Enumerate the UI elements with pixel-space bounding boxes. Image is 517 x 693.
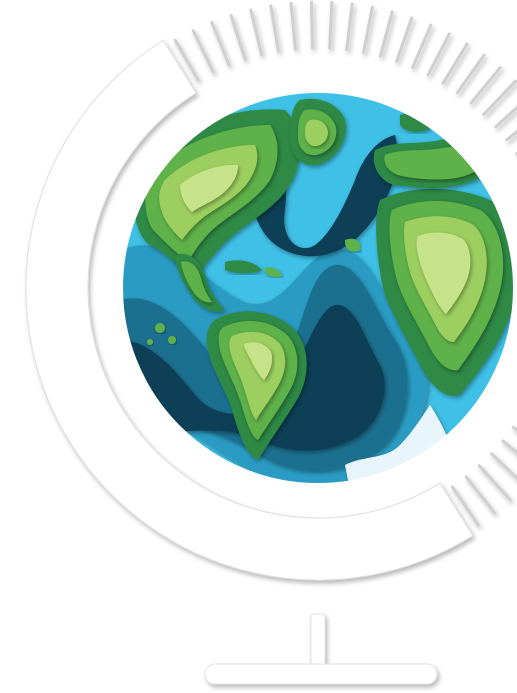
continent-south-america [206,311,307,460]
meridian-notch [494,105,517,129]
continent-greenland [290,98,346,166]
meridian-band [25,39,474,581]
meridian-notch [378,10,394,58]
meridian-notch [450,485,480,527]
continent-central-america [147,253,282,345]
meridian-notch [490,452,517,481]
stand-stem [310,613,326,673]
meridian-notch [455,53,486,95]
meridian-notch [345,2,354,52]
meridian-notch [362,5,374,54]
globe-meridian-arc [25,0,517,581]
ocean-trench [246,110,398,257]
meridian-notch [469,66,502,105]
continent-africa [376,188,514,396]
meridian-notch [395,16,414,63]
globe-sphere [122,92,514,484]
meridian-notch [269,4,280,53]
meridian-notch [482,79,517,116]
meridian-notch [426,32,451,77]
meridian-notch [289,1,297,51]
meridian-notch [441,42,469,85]
meridian-notch [411,23,433,69]
meridian-notch [173,38,200,82]
meridian-notch [191,29,215,74]
meridian-notch [477,464,512,502]
meridian-notch [249,8,264,57]
meridian-notch [464,475,497,515]
meridian-notch [229,14,247,61]
ocean-layer-3 [122,304,385,451]
stand-base [204,663,438,685]
meridian-notch [505,129,517,142]
meridian-notch [328,0,334,50]
globe-rim [121,91,515,485]
meridian-notch [210,20,231,67]
globe-stand [204,613,438,685]
meridian-notch [501,439,517,455]
meridian-notch [309,0,314,50]
